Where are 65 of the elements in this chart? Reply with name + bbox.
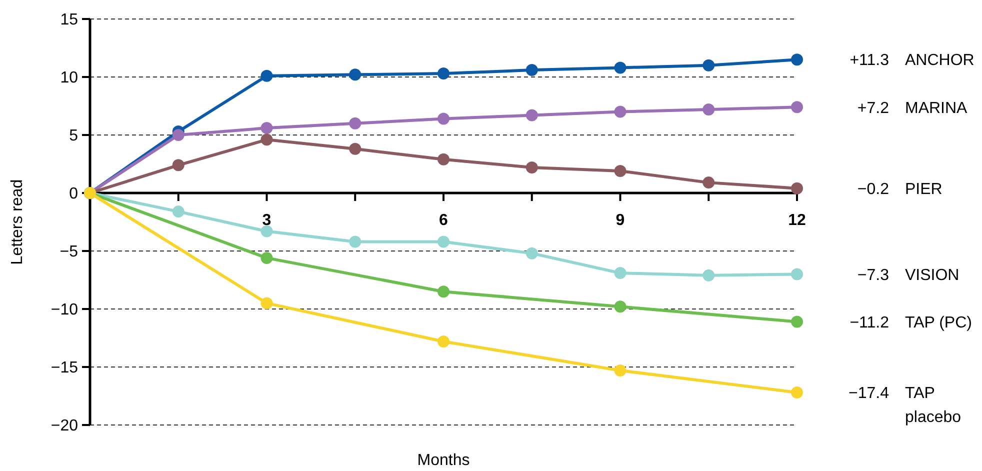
point	[791, 316, 803, 328]
point	[349, 142, 362, 155]
point	[614, 106, 626, 118]
text: −7.3	[857, 266, 890, 284]
y-tick-label: −10	[50, 302, 78, 319]
point	[349, 117, 362, 130]
point	[438, 68, 450, 80]
x-tick-label: 3	[262, 212, 272, 229]
text: TAP placebo	[905, 385, 962, 426]
point	[702, 176, 715, 189]
point	[791, 268, 803, 280]
text: PIER	[905, 180, 942, 198]
point	[438, 236, 450, 248]
text: TAP (PC)	[905, 314, 972, 332]
y-axis-title: Letters read	[9, 179, 26, 265]
y-tick-label: −15	[50, 360, 78, 377]
point	[172, 206, 184, 218]
point	[438, 112, 450, 125]
y-tick-label: 15	[60, 12, 78, 29]
point	[702, 269, 715, 282]
point	[260, 297, 273, 310]
point	[172, 159, 184, 172]
text: −17.4	[848, 385, 890, 402]
text: MARINA	[905, 100, 968, 117]
x-tick-label: 9	[616, 212, 625, 229]
point	[702, 59, 715, 72]
text: ANCHOR	[905, 52, 974, 70]
point	[349, 236, 362, 248]
point	[526, 109, 538, 122]
point	[260, 70, 273, 82]
x-tick-label: 12	[788, 212, 806, 229]
y-tick-label: −20	[50, 418, 78, 435]
text: +7.2	[857, 100, 890, 117]
point	[614, 164, 626, 177]
text: −11.2	[850, 314, 890, 332]
point	[438, 286, 450, 298]
point	[614, 364, 626, 376]
point	[614, 267, 626, 280]
point	[438, 153, 450, 166]
point	[260, 252, 273, 264]
text: VISION	[905, 266, 960, 284]
point	[438, 335, 450, 348]
point	[791, 101, 803, 114]
point	[260, 134, 273, 146]
text: −0.2	[857, 180, 890, 198]
point	[791, 386, 803, 399]
point	[614, 300, 626, 313]
x-tick-label: 6	[439, 212, 448, 229]
y-tick-label: −5	[60, 244, 78, 261]
point	[349, 68, 362, 81]
point	[260, 122, 273, 134]
text: +11.3	[850, 52, 890, 70]
point	[260, 225, 273, 238]
y-tick-label: 10	[60, 70, 78, 87]
point	[172, 129, 184, 141]
point	[614, 62, 626, 74]
y-tick-label: 0	[69, 186, 78, 203]
x-axis-title: Months	[417, 452, 470, 469]
point	[526, 161, 538, 174]
point	[526, 247, 538, 260]
point	[791, 182, 803, 194]
point	[526, 64, 538, 76]
y-tick-label: 5	[69, 128, 78, 145]
point	[791, 54, 803, 66]
point	[702, 103, 715, 116]
